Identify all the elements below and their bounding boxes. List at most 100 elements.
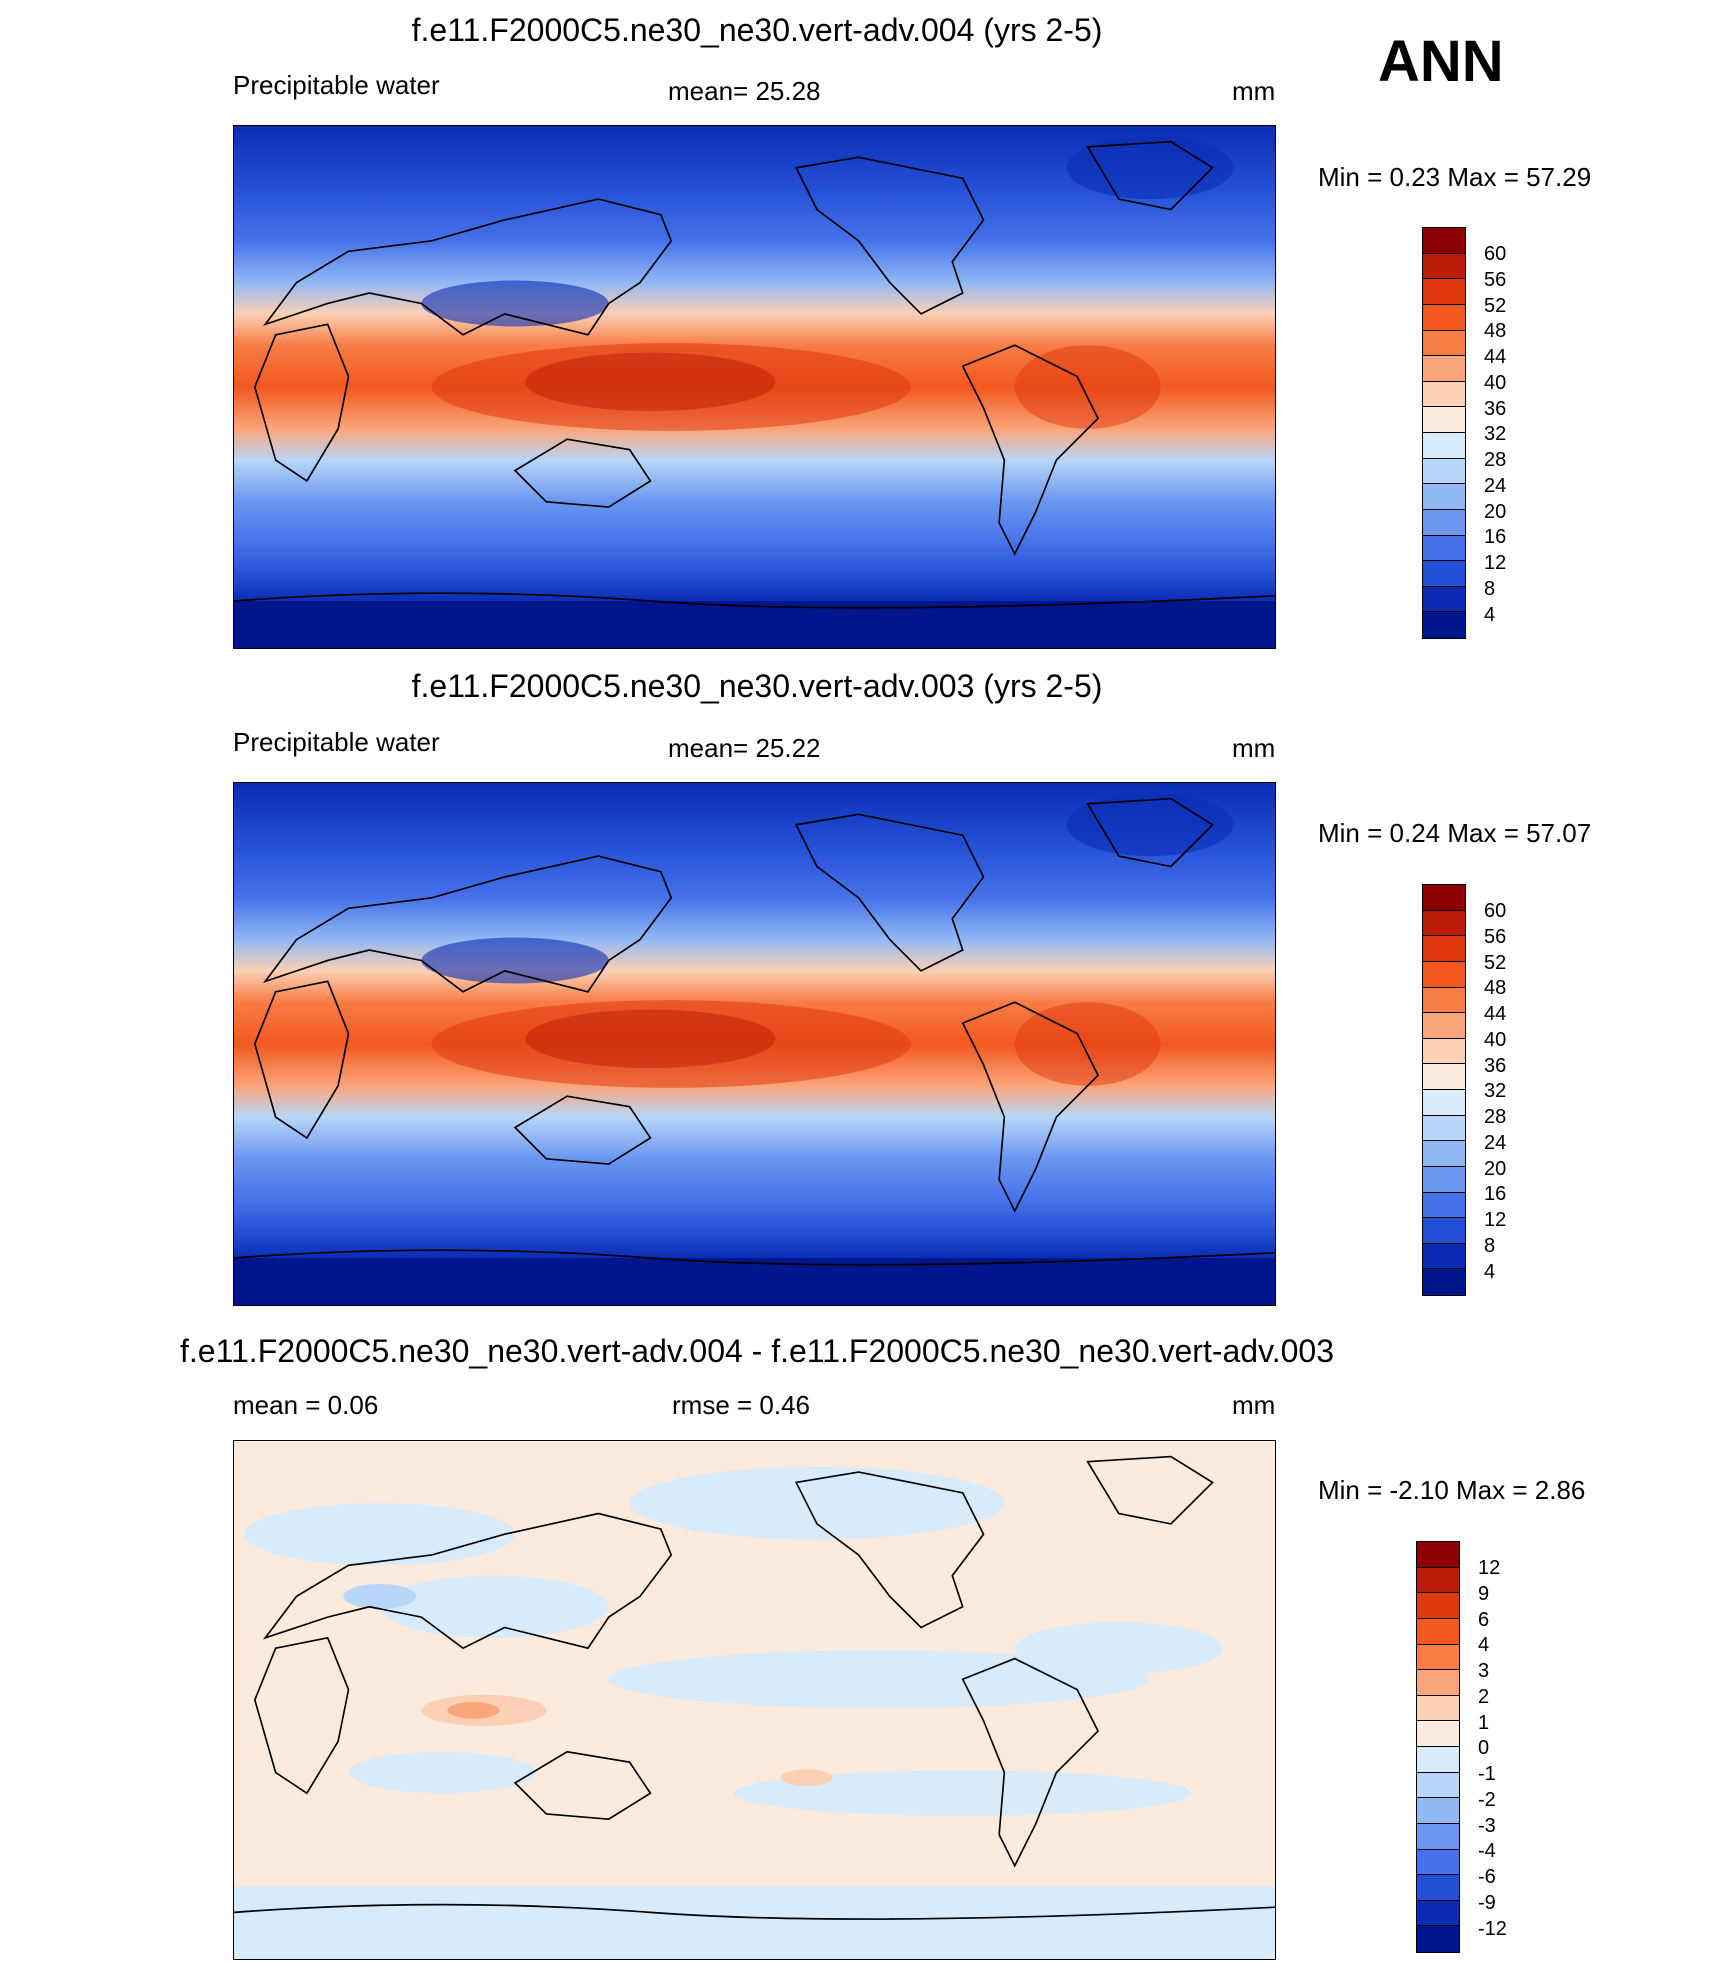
colorbar-tick: 4 [1484, 604, 1496, 626]
panel-3-colorbar-bin [1417, 1875, 1459, 1901]
panel-1-colorbar-bin [1423, 381, 1465, 408]
panel-1-colorbar-bin [1423, 407, 1465, 433]
colorbar-tick: -6 [1478, 1866, 1496, 1888]
colorbar-tick: -2 [1478, 1789, 1496, 1811]
panel-3-colorbar-bin [1417, 1567, 1459, 1594]
colorbar-tick: 2 [1478, 1686, 1490, 1708]
panel-3-colorbar-bin [1417, 1670, 1459, 1696]
panel-1-colorbar-bin [1423, 535, 1465, 562]
colorbar-tick: -1 [1478, 1763, 1496, 1785]
colorbar-tick: 20 [1484, 501, 1507, 523]
panel-2-colorbar-bin [1423, 961, 1465, 988]
panel-1-units-label: mm [1232, 76, 1276, 106]
panel-3-map-field [234, 1441, 1275, 1959]
colorbar-tick: -9 [1478, 1892, 1496, 1914]
colorbar-tick: 52 [1484, 295, 1507, 317]
colorbar-tick: -3 [1478, 1815, 1496, 1837]
panel-1-colorbar-bin [1423, 279, 1465, 305]
panel-1-colorbar-bin [1423, 433, 1465, 459]
colorbar-tick: 8 [1484, 1235, 1496, 1257]
panel-2-colorbar-bin [1423, 1141, 1465, 1167]
panel-2-title: f.e11.F2000C5.ne30_ne30.vert-adv.003 (yr… [411, 668, 1103, 704]
panel-1-colorbar-bin [1423, 509, 1465, 536]
colorbar-tick: 3 [1478, 1660, 1490, 1682]
panel-2-map-field [234, 783, 1275, 1305]
panel-2-colorbar-bin [1423, 936, 1465, 962]
colorbar-tick: 8 [1484, 578, 1496, 600]
colorbar-tick: 52 [1484, 952, 1507, 974]
panel-3-colorbar-bin [1417, 1618, 1459, 1645]
colorbar-tick: 24 [1484, 1132, 1507, 1154]
colorbar-tick: 28 [1484, 1106, 1507, 1128]
panel-2-colorbar-bin [1423, 1218, 1465, 1244]
panel-1-colorbar-bin [1423, 228, 1465, 254]
colorbar-tick: 36 [1484, 1055, 1507, 1077]
colorbar-tick: 4 [1484, 1261, 1496, 1283]
panel-3-colorbar-bin [1417, 1644, 1459, 1671]
panel-3-colorbar-bin [1417, 1593, 1459, 1619]
panel-1-map-field [234, 126, 1275, 648]
colorbar-tick: 32 [1484, 1080, 1507, 1102]
panel-1-colorbar-bin [1423, 484, 1465, 510]
colorbar-tick: 16 [1484, 526, 1507, 548]
panel-3-colorbar [1416, 1541, 1460, 1953]
panel-3-mean-label: mean = 0.06 [233, 1390, 379, 1420]
colorbar-tick: 36 [1484, 398, 1507, 420]
panel-2-colorbar-bin [1423, 1013, 1465, 1039]
colorbar-tick: 48 [1484, 977, 1507, 999]
panel-1-minmax: Min = 0.23 Max = 57.29 [1318, 162, 1592, 192]
panel-3-colorbar-bin [1417, 1926, 1459, 1952]
colorbar-tick: 4 [1478, 1634, 1490, 1656]
panel-2-colorbar-bin [1423, 1243, 1465, 1270]
panel-1-mean-label: mean= 25.28 [668, 76, 821, 106]
colorbar-tick: 56 [1484, 926, 1507, 948]
colorbar-tick: 9 [1478, 1583, 1490, 1605]
colorbar-tick: 6 [1478, 1609, 1490, 1631]
colorbar-tick: -12 [1478, 1918, 1507, 1940]
colorbar-tick: 60 [1484, 243, 1507, 265]
colorbar-tick: 20 [1484, 1158, 1507, 1180]
panel-3-colorbar-bin [1417, 1772, 1459, 1799]
colorbar-tick: 24 [1484, 475, 1507, 497]
panel-3-colorbar-bin [1417, 1721, 1459, 1747]
panel-3-minmax: Min = -2.10 Max = 2.86 [1318, 1475, 1586, 1505]
panel-2-colorbar-bin [1423, 1166, 1465, 1193]
panel-1-map [233, 125, 1276, 649]
panel-2-colorbar-bin [1423, 1115, 1465, 1142]
panel-1-colorbar-bin [1423, 304, 1465, 331]
colorbar-tick: 0 [1478, 1737, 1490, 1759]
panel-1-colorbar-bin [1423, 586, 1465, 613]
colorbar-tick: 44 [1484, 346, 1507, 368]
panel-2-colorbar [1422, 884, 1466, 1296]
panel-2-colorbar-bin [1423, 1269, 1465, 1295]
panel-2-units-label: mm [1232, 733, 1276, 763]
panel-3-colorbar-bin [1417, 1798, 1459, 1824]
panel-3-colorbar-bin [1417, 1747, 1459, 1773]
colorbar-tick: -4 [1478, 1840, 1496, 1862]
panel-3-colorbar-bin [1417, 1542, 1459, 1568]
panel-2-colorbar-bin [1423, 987, 1465, 1014]
panel-2-colorbar-bin [1423, 1038, 1465, 1065]
colorbar-tick: 16 [1484, 1183, 1507, 1205]
panel-3-colorbar-bin [1417, 1823, 1459, 1850]
colorbar-tick: 44 [1484, 1003, 1507, 1025]
panel-3-rmse-label: rmse = 0.46 [672, 1390, 811, 1420]
colorbar-tick: 12 [1484, 1209, 1507, 1231]
panel-2-map [233, 782, 1276, 1306]
panel-1-colorbar-bin [1423, 330, 1465, 357]
panel-3-colorbar-bin [1417, 1900, 1459, 1927]
panel-1-colorbar [1422, 227, 1466, 639]
season-label: ANN [1378, 29, 1504, 94]
panel-2-colorbar-bin [1423, 910, 1465, 937]
panel-2-mean-label: mean= 25.22 [668, 733, 821, 763]
panel-2-colorbar-bin [1423, 1064, 1465, 1090]
panel-2-colorbar-bin [1423, 1192, 1465, 1219]
colorbar-tick: 48 [1484, 320, 1507, 342]
panel-1-title: f.e11.F2000C5.ne30_ne30.vert-adv.004 (yr… [411, 12, 1103, 48]
panel-1-colorbar-bin [1423, 458, 1465, 485]
colorbar-tick: 1 [1478, 1712, 1490, 1734]
panel-3-colorbar-bin [1417, 1695, 1459, 1722]
colorbar-tick: 28 [1484, 449, 1507, 471]
colorbar-tick: 56 [1484, 269, 1507, 291]
panel-3-title: f.e11.F2000C5.ne30_ne30.vert-adv.004 - f… [180, 1333, 1334, 1369]
